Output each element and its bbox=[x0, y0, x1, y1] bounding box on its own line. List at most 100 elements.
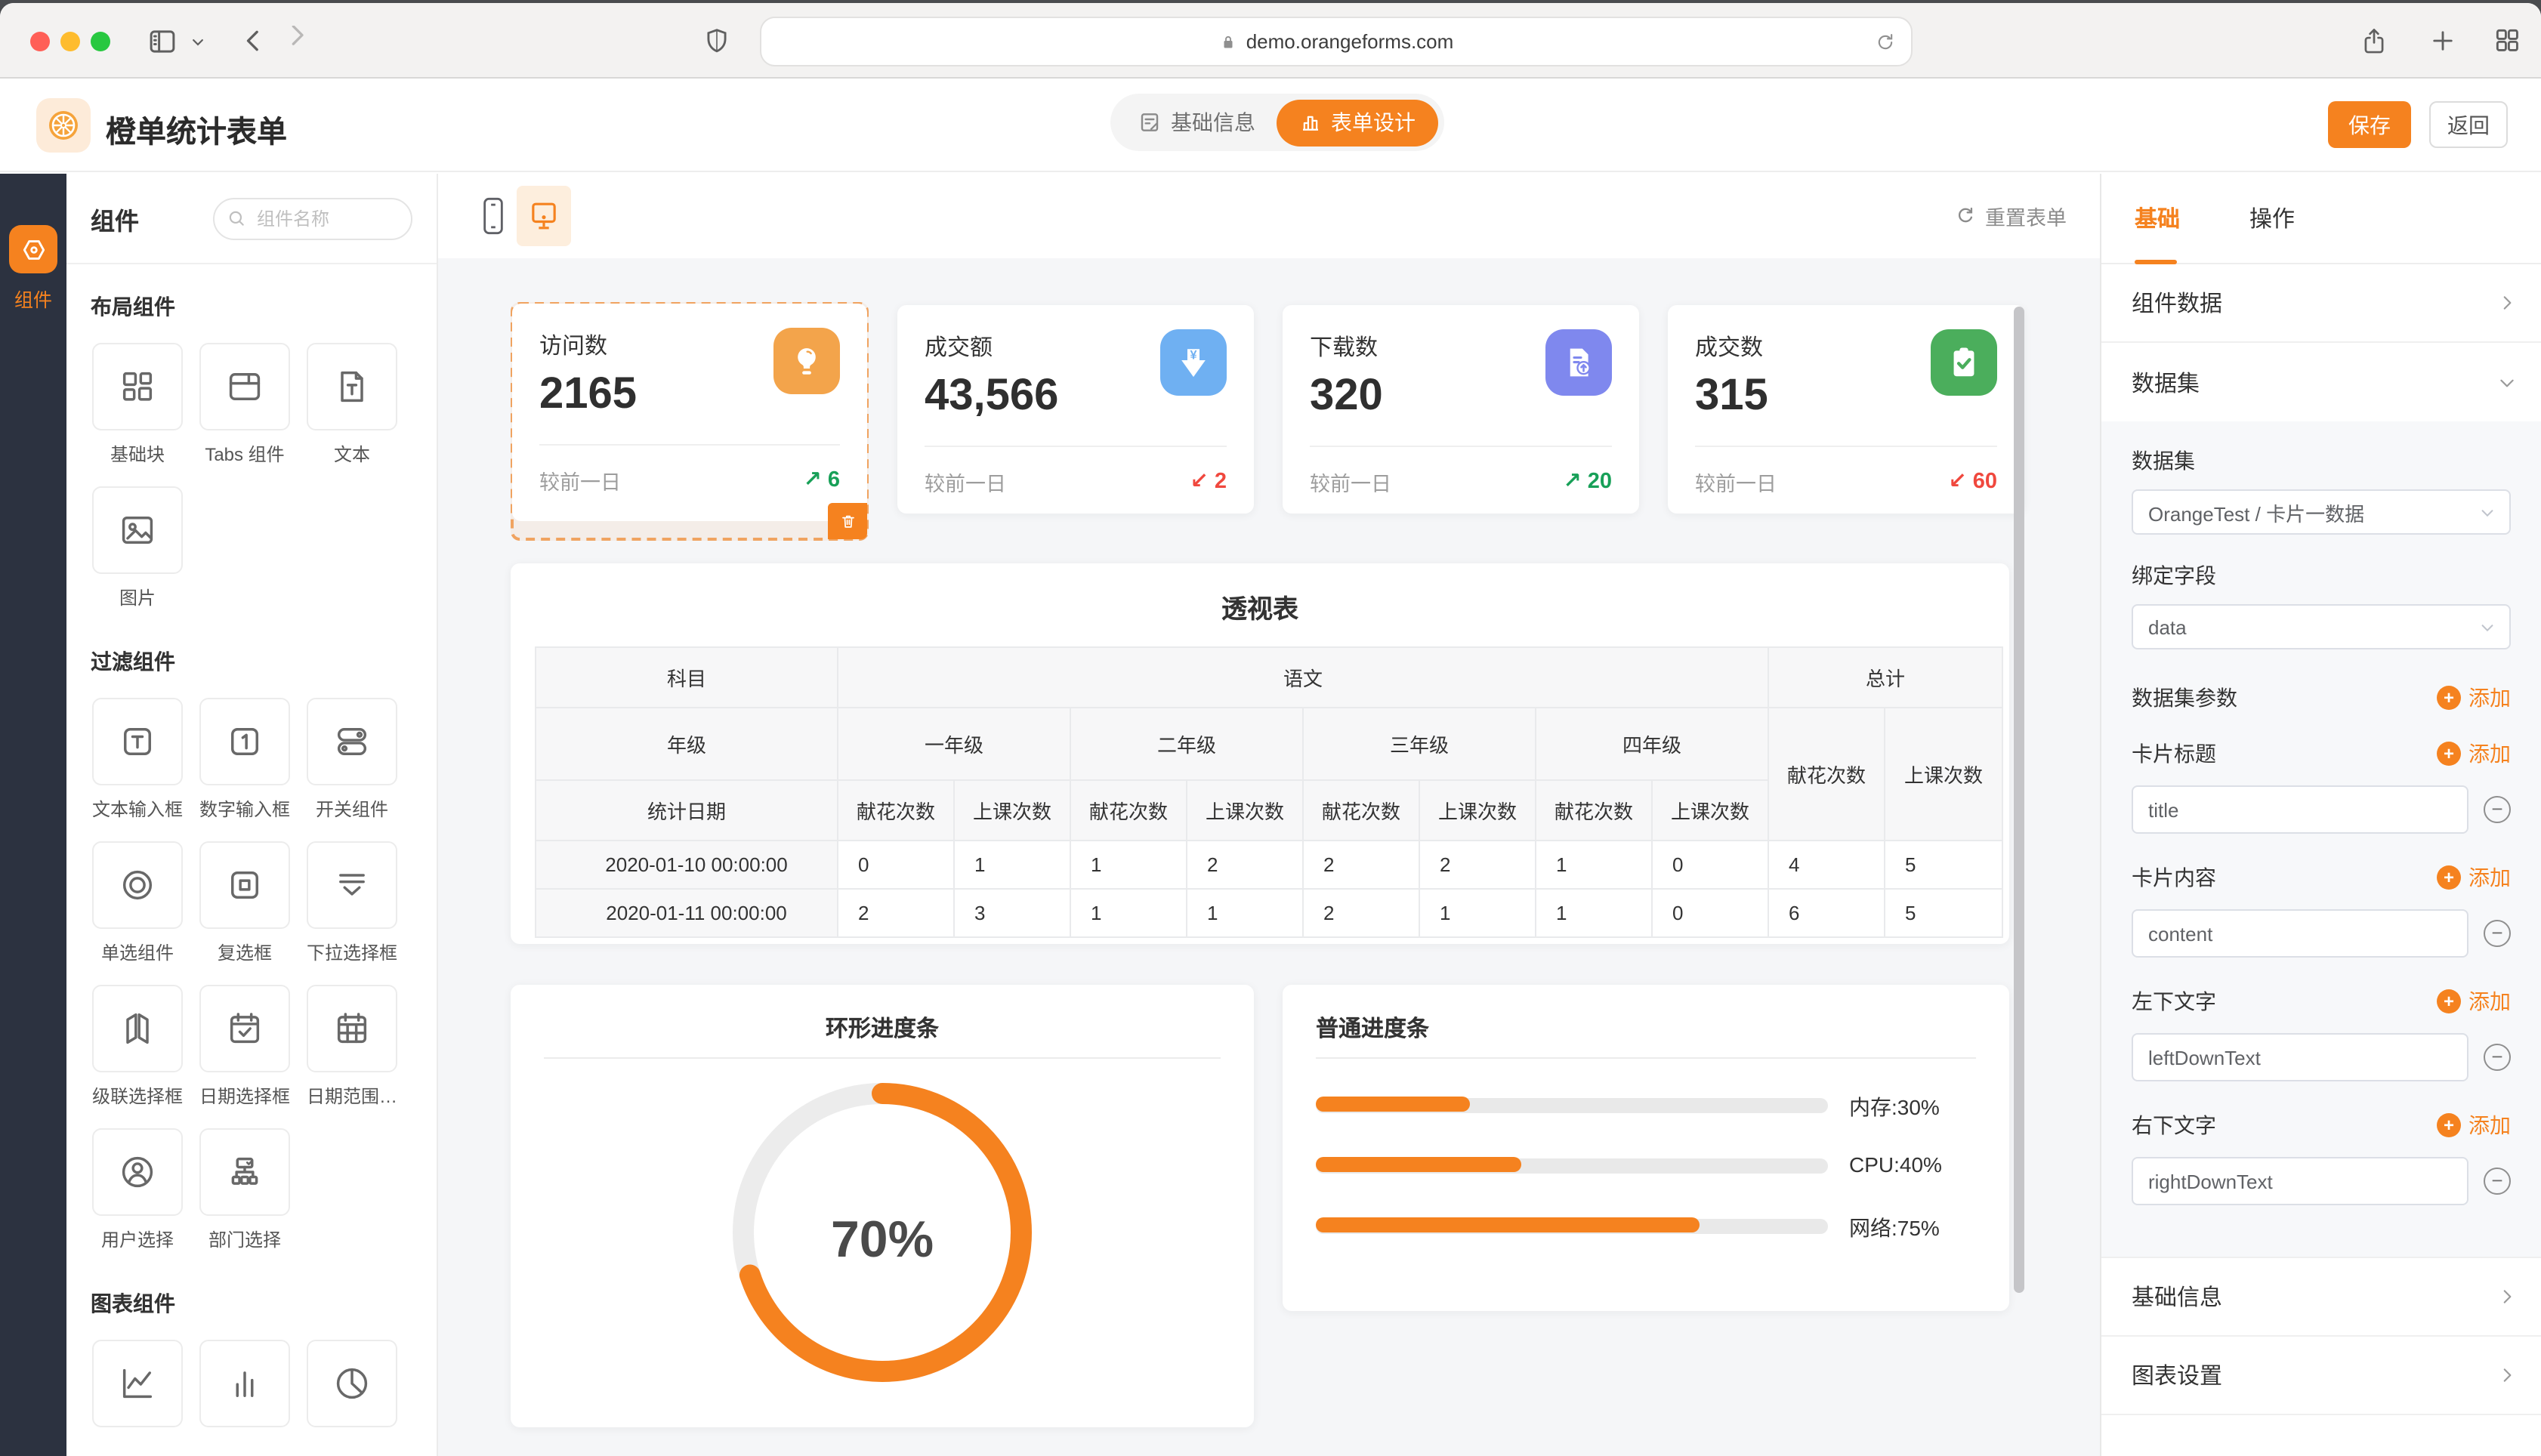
zoom-window-button[interactable] bbox=[91, 32, 110, 51]
browser-toolbar: demo.orangeforms.com bbox=[0, 3, 2541, 79]
field-value-input[interactable] bbox=[2132, 1033, 2468, 1081]
privacy-shield-icon[interactable] bbox=[702, 24, 731, 57]
ring-progress-widget[interactable]: 环形进度条 70% bbox=[511, 985, 1254, 1427]
pivot-cell: 1 bbox=[1070, 888, 1187, 938]
yen-download-icon: ¥ bbox=[1160, 329, 1227, 396]
component-item[interactable] bbox=[305, 1340, 399, 1427]
remove-circle-icon[interactable]: − bbox=[2484, 1044, 2511, 1071]
sidebar-toggle-icon[interactable] bbox=[147, 26, 178, 57]
components-rail-button[interactable] bbox=[9, 225, 57, 273]
dataset-section-row[interactable]: 数据集 bbox=[2101, 343, 2541, 421]
pivot-header-cell: 一年级 bbox=[837, 707, 1071, 781]
field-group-header: 卡片内容 + 添加 bbox=[2132, 855, 2511, 900]
form-edit-icon bbox=[1141, 113, 1159, 131]
pivot-header-cell: 语文 bbox=[837, 646, 1769, 708]
component-item[interactable]: 单选组件 bbox=[91, 841, 184, 965]
stat-card[interactable]: 访问数 2165 较前一日 ↗ 6 bbox=[512, 304, 867, 521]
minimize-window-button[interactable] bbox=[60, 32, 80, 51]
field-value-input[interactable] bbox=[2132, 909, 2468, 958]
address-bar[interactable]: demo.orangeforms.com bbox=[760, 17, 1913, 66]
number-input-icon bbox=[199, 698, 290, 785]
chevron-down-icon[interactable] bbox=[190, 35, 205, 50]
remove-circle-icon[interactable]: − bbox=[2484, 920, 2511, 947]
component-item[interactable]: 级联选择框 bbox=[91, 985, 184, 1109]
new-tab-icon[interactable] bbox=[2429, 27, 2456, 54]
field-value-input[interactable] bbox=[2132, 785, 2468, 834]
component-data-row[interactable]: 组件数据 bbox=[2101, 264, 2541, 343]
dataset-form: 数据集 OrangeTest / 卡片一数据 绑定字段 data bbox=[2101, 421, 2541, 1258]
stat-card[interactable]: 下载数 320 较前一日 ↗ 20 bbox=[1283, 305, 1639, 514]
component-item[interactable]: Tabs 组件 bbox=[198, 343, 292, 467]
back-icon[interactable] bbox=[239, 26, 269, 56]
pivot-header-cell: 上课次数 bbox=[953, 779, 1071, 841]
reset-form-button[interactable]: 重置表单 bbox=[1955, 201, 2067, 231]
component-grid: 文本输入框 数字输入框 开关组件单选组件 复选框 下拉选择框级联选择框 日期选择框 日期范围… bbox=[91, 698, 412, 1252]
progress-fill bbox=[1316, 1217, 1700, 1232]
component-item[interactable]: 基础块 bbox=[91, 343, 184, 467]
save-button[interactable]: 保存 bbox=[2328, 101, 2411, 148]
chart-settings-row[interactable]: 图表设置 bbox=[2101, 1337, 2541, 1415]
component-item[interactable]: 数字输入框 bbox=[198, 698, 292, 822]
pivot-cell: 1 bbox=[1419, 888, 1536, 938]
component-item[interactable]: 图片 bbox=[91, 486, 184, 610]
field-group-header: 数据集参数 + 添加 bbox=[2132, 675, 2511, 720]
field-group-label: 右下文字 bbox=[2132, 1113, 2216, 1137]
stat-card[interactable]: 成交额 ¥43,566 较前一日 ↙ 2 bbox=[897, 305, 1254, 514]
remove-circle-icon[interactable]: − bbox=[2484, 796, 2511, 823]
bulb-icon bbox=[773, 328, 840, 394]
tab-overview-icon[interactable] bbox=[2493, 26, 2521, 54]
back-button[interactable]: 返回 bbox=[2429, 101, 2508, 148]
component-item[interactable]: 日期范围… bbox=[305, 985, 399, 1109]
dropdown-icon bbox=[307, 841, 397, 929]
text-doc-icon bbox=[307, 343, 397, 430]
dataset-select[interactable]: OrangeTest / 卡片一数据 bbox=[2132, 489, 2511, 535]
chevron-right-icon bbox=[2497, 1365, 2517, 1385]
add-button[interactable]: + 添加 bbox=[2437, 683, 2511, 713]
component-item[interactable]: 日期选择框 bbox=[198, 985, 292, 1109]
pie-chart-icon bbox=[307, 1340, 397, 1427]
pivot-table-widget[interactable]: 透视表 科目 语文 总计 年级 一年级 二年级 三年级 四年级 献花次数 上课次数 统计日期 献花次数… bbox=[511, 563, 2009, 944]
ring-percent-label: 70% bbox=[830, 1211, 934, 1269]
canvas-scrollbar[interactable] bbox=[2014, 307, 2024, 1293]
pivot-cell: 3 bbox=[953, 888, 1071, 938]
ring-title: 环形进度条 bbox=[825, 1016, 939, 1042]
progress-bars-widget[interactable]: 普通进度条 内存:30% CPU:40% 网络:75% bbox=[1283, 985, 2009, 1311]
tabs-layout-icon bbox=[199, 343, 290, 430]
tab-basic-info[interactable]: 基础信息 bbox=[1132, 107, 1277, 137]
remove-circle-icon[interactable]: − bbox=[2484, 1168, 2511, 1195]
add-button[interactable]: + 添加 bbox=[2437, 986, 2511, 1016]
share-icon[interactable] bbox=[2360, 24, 2388, 57]
pivot-cell: 0 bbox=[837, 840, 955, 890]
reload-icon[interactable] bbox=[1875, 31, 1896, 52]
component-item[interactable]: 部门选择 bbox=[198, 1128, 292, 1252]
add-button[interactable]: + 添加 bbox=[2437, 1110, 2511, 1140]
component-item[interactable]: 开关组件 bbox=[305, 698, 399, 822]
forward-icon[interactable] bbox=[287, 26, 317, 56]
close-window-button[interactable] bbox=[30, 32, 50, 51]
tab-basic[interactable]: 基础 bbox=[2135, 174, 2180, 264]
field-value-input[interactable] bbox=[2132, 1157, 2468, 1205]
search-input[interactable] bbox=[213, 197, 412, 239]
text-input-icon bbox=[92, 698, 183, 785]
mobile-preview-icon[interactable] bbox=[480, 195, 506, 237]
component-item[interactable]: 下拉选择框 bbox=[305, 841, 399, 965]
desktop-preview-icon[interactable] bbox=[517, 186, 571, 246]
component-item[interactable]: 复选框 bbox=[198, 841, 292, 965]
stat-card[interactable]: 成交数 315 较前一日 ↙ 60 bbox=[1668, 305, 2024, 514]
tab-actions[interactable]: 操作 bbox=[2249, 207, 2296, 233]
add-button[interactable]: + 添加 bbox=[2437, 862, 2511, 893]
component-item[interactable] bbox=[198, 1340, 292, 1427]
component-item[interactable]: 文本输入框 bbox=[91, 698, 184, 822]
dataset-label: 数据集 bbox=[2132, 449, 2195, 473]
component-item[interactable]: 文本 bbox=[305, 343, 399, 467]
component-grid: 基础块 Tabs 组件 文本 图片 bbox=[91, 343, 412, 610]
bind-field-select[interactable]: data bbox=[2132, 604, 2511, 649]
component-item[interactable] bbox=[91, 1340, 184, 1427]
tab-form-design[interactable]: 表单设计 bbox=[1277, 99, 1438, 146]
rail-label[interactable]: 组件 bbox=[14, 290, 52, 311]
add-button[interactable]: + 添加 bbox=[2437, 739, 2511, 769]
basic-info-row[interactable]: 基础信息 bbox=[2101, 1258, 2541, 1337]
component-item[interactable]: 用户选择 bbox=[91, 1128, 184, 1252]
delete-widget-button[interactable] bbox=[828, 503, 867, 539]
